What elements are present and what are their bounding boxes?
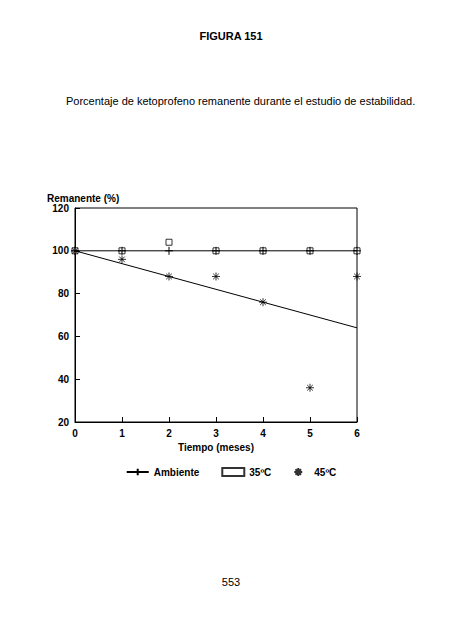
svg-text:80: 80 <box>58 288 70 299</box>
svg-text:60: 60 <box>58 331 70 342</box>
svg-text:3: 3 <box>213 428 219 439</box>
svg-text:6: 6 <box>354 428 360 439</box>
svg-text:35ºC: 35ºC <box>249 467 271 478</box>
svg-text:0: 0 <box>72 428 78 439</box>
svg-text:Tiempo (meses): Tiempo (meses) <box>178 442 254 453</box>
svg-text:2: 2 <box>166 428 172 439</box>
html-text:FIGURA 151: FIGURA 151 <box>199 30 263 42</box>
svg-text:5: 5 <box>307 428 313 439</box>
svg-text:40: 40 <box>58 374 70 385</box>
svg-text:Ambiente: Ambiente <box>154 467 200 478</box>
svg-text:45ºC: 45ºC <box>314 467 336 478</box>
svg-text:4: 4 <box>260 428 266 439</box>
html-text:Porcentaje de ketoprofeno rema: Porcentaje de ketoprofeno remanente dura… <box>66 95 416 107</box>
svg-text:120: 120 <box>52 203 69 214</box>
svg-text:1: 1 <box>119 428 125 439</box>
svg-text:Remanente (%): Remanente (%) <box>47 192 120 204</box>
html-text:553: 553 <box>221 576 241 588</box>
svg-text:100: 100 <box>52 245 69 256</box>
svg-text:20: 20 <box>58 417 70 428</box>
